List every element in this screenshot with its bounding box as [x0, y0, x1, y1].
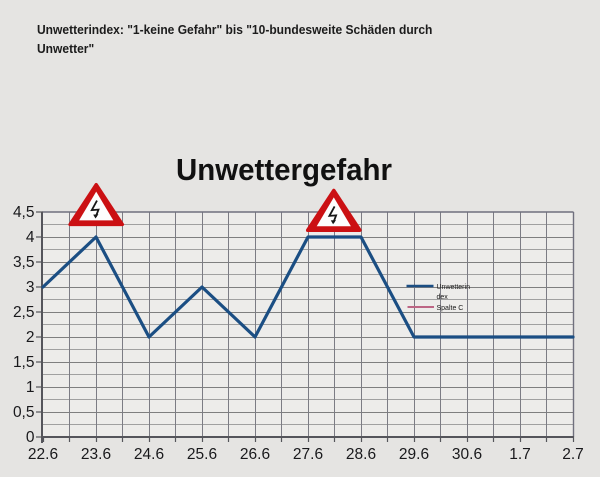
svg-text:26.6: 26.6	[240, 446, 270, 463]
svg-text:4,5: 4,5	[13, 204, 35, 221]
svg-text:22.6: 22.6	[28, 446, 58, 463]
svg-text:0: 0	[26, 429, 35, 446]
svg-text:1: 1	[26, 379, 35, 396]
svg-text:25.6: 25.6	[187, 446, 217, 463]
svg-text:Unwetterin: Unwetterin	[437, 284, 471, 291]
svg-text:dex: dex	[437, 294, 449, 301]
svg-text:2,5: 2,5	[13, 304, 35, 321]
svg-text:29.6: 29.6	[399, 446, 429, 463]
svg-text:1,5: 1,5	[13, 354, 35, 371]
svg-text:27.6: 27.6	[293, 446, 323, 463]
svg-text:24.6: 24.6	[134, 446, 164, 463]
svg-text:3,5: 3,5	[13, 254, 35, 271]
svg-text:2.7: 2.7	[562, 446, 584, 463]
svg-text:4: 4	[26, 229, 35, 246]
svg-text:28.6: 28.6	[346, 446, 376, 463]
svg-text:0,5: 0,5	[13, 404, 35, 421]
svg-text:Spalte C: Spalte C	[437, 305, 464, 312]
svg-text:2: 2	[26, 329, 35, 346]
svg-text:23.6: 23.6	[81, 446, 111, 463]
svg-text:30.6: 30.6	[452, 446, 482, 463]
svg-text:3: 3	[26, 279, 35, 296]
svg-text:1.7: 1.7	[509, 446, 531, 463]
